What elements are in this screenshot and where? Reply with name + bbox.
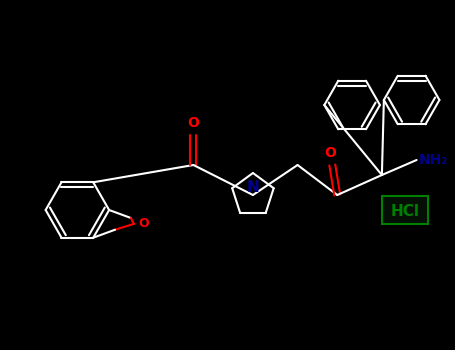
FancyBboxPatch shape	[382, 196, 428, 224]
Text: N: N	[247, 180, 259, 195]
Text: O: O	[139, 217, 150, 230]
Text: O: O	[324, 146, 336, 160]
Text: HCl: HCl	[390, 203, 419, 218]
Text: O: O	[187, 116, 199, 130]
Text: NH₂: NH₂	[419, 153, 448, 167]
